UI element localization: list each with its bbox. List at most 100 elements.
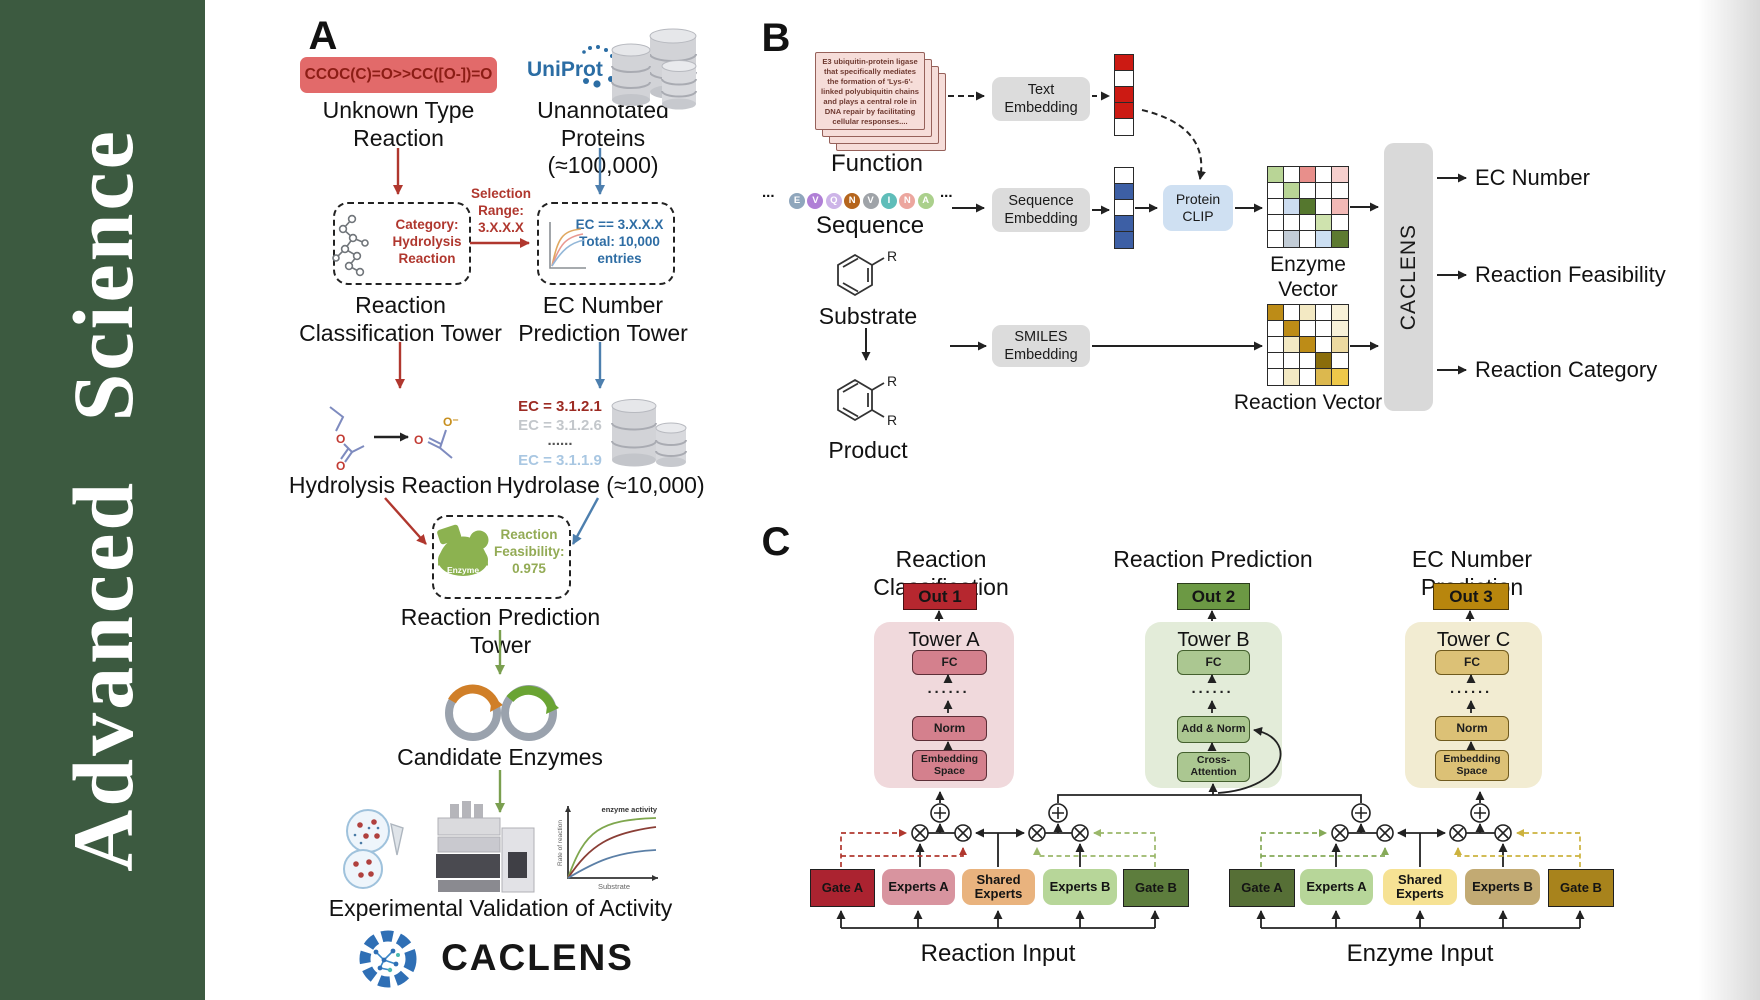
substrate-label: Substrate bbox=[818, 303, 918, 329]
product-label: Product bbox=[828, 437, 908, 463]
vector-cell bbox=[1114, 183, 1134, 201]
unknown-reaction-label: Unknown Type Reaction bbox=[322, 97, 475, 151]
gate-dashed-wires bbox=[840, 829, 1581, 867]
vector-cell bbox=[1331, 166, 1349, 184]
vector-cell bbox=[1114, 167, 1134, 185]
vector-cell bbox=[1283, 368, 1301, 386]
sequence-ellipsis-right: ... bbox=[940, 184, 953, 201]
vector-cell bbox=[1283, 352, 1301, 370]
tower-c-dots: ······ bbox=[1450, 684, 1492, 701]
vector-cell bbox=[1283, 230, 1301, 248]
ester-carbonyl-o-atom: O bbox=[336, 459, 345, 473]
caclens-module-bar: CACLENS bbox=[1384, 143, 1433, 411]
tower-b-label: Tower B bbox=[1177, 629, 1250, 651]
selection-range-label: Selection Range: 3.X.X.X bbox=[470, 186, 532, 235]
panel-b-label: B bbox=[761, 16, 791, 60]
tower-c-fc-block: FC bbox=[1435, 650, 1509, 675]
ec-filter-label: EC == 3.X.X.X Total: 10,000 entries bbox=[575, 217, 664, 266]
vector-cell bbox=[1299, 166, 1317, 184]
uniprot-logo: UniProt bbox=[527, 45, 619, 88]
tower-a-label: Tower A bbox=[908, 629, 980, 651]
vector-cell bbox=[1283, 214, 1301, 232]
vector-cell bbox=[1331, 336, 1349, 354]
enzyme-gate-b: Gate B bbox=[1548, 869, 1614, 907]
out2-box: Out 2 bbox=[1177, 583, 1250, 610]
activity-xlabel: Substrate bbox=[598, 882, 630, 891]
vector-cell bbox=[1331, 214, 1349, 232]
reaction-vector-matrix bbox=[1267, 304, 1349, 386]
residue-circle: N bbox=[844, 193, 861, 209]
ec-entry-3: EC = 3.1.1.9 bbox=[518, 452, 602, 469]
protein-clip-box: Protein CLIP bbox=[1163, 185, 1233, 231]
reaction-feasibility-box bbox=[432, 515, 571, 599]
reaction-gate-a: Gate A bbox=[810, 869, 875, 907]
tower-c-embedding-block: Embedding Space bbox=[1435, 750, 1509, 781]
vector-cell bbox=[1267, 368, 1285, 386]
vector-cell bbox=[1331, 352, 1349, 370]
activity-series-label: enzyme activity bbox=[602, 805, 658, 814]
vector-cell bbox=[1267, 182, 1285, 200]
caclens-wordmark: CACLENS bbox=[441, 937, 634, 978]
out1-box: Out 1 bbox=[903, 583, 977, 610]
enzyme-vector-label: Enzyme Vector bbox=[1270, 253, 1346, 302]
vector-cell bbox=[1267, 336, 1285, 354]
vector-cell bbox=[1315, 166, 1333, 184]
vector-cell bbox=[1114, 70, 1134, 88]
validation-label: Experimental Validation of Activity bbox=[328, 895, 673, 921]
activity-ylabel: Rate of reaction bbox=[557, 820, 564, 866]
product-node bbox=[1376, 824, 1394, 842]
product-r2-label: R bbox=[887, 412, 897, 428]
sum-product-nodes bbox=[911, 803, 1512, 842]
reaction-input-label: Reaction Input bbox=[920, 940, 1076, 967]
page-edge-shadow bbox=[1698, 0, 1760, 1000]
candidate-enzymes-label: Candidate Enzymes bbox=[397, 744, 603, 770]
hydrolase-label: Hydrolase (≈10,000) bbox=[496, 472, 705, 498]
ec-entry-2: EC = 3.1.2.6 bbox=[518, 417, 602, 434]
sum-node bbox=[1470, 803, 1490, 823]
function-card-front: E3 ubiquitin-protein ligase that specifi… bbox=[815, 52, 925, 130]
sum-node bbox=[1351, 803, 1371, 823]
vector-cell bbox=[1283, 336, 1301, 354]
product-node bbox=[1071, 824, 1089, 842]
vector-cell bbox=[1315, 198, 1333, 216]
vector-cell bbox=[1299, 198, 1317, 216]
vector-cell bbox=[1267, 320, 1285, 338]
residue-circle: Q bbox=[825, 193, 842, 209]
category-label: Category: Hydrolysis Reaction bbox=[392, 217, 462, 266]
vector-cell bbox=[1299, 182, 1317, 200]
vector-cell bbox=[1267, 304, 1285, 322]
residue-circle: N bbox=[899, 193, 916, 209]
function-label: Function bbox=[830, 150, 924, 177]
panel-c-label: C bbox=[761, 520, 791, 564]
vector-cell bbox=[1315, 304, 1333, 322]
petri-dish-icons bbox=[343, 809, 404, 889]
vector-cell bbox=[1315, 352, 1333, 370]
tower-a-dots: ······ bbox=[927, 684, 970, 701]
residue-circle: V bbox=[807, 193, 824, 209]
hydrolase-database-icon bbox=[611, 399, 687, 467]
vector-cell bbox=[1114, 86, 1134, 104]
smiles-embedding-box: SMILES Embedding bbox=[992, 325, 1090, 367]
sequence-ellipsis-left: ... bbox=[762, 184, 775, 201]
vector-cell bbox=[1299, 336, 1317, 354]
classification-tower-label: Reaction Classification Tower bbox=[299, 292, 502, 346]
tower-a-embedding-block: Embedding Space bbox=[912, 750, 987, 781]
sum-node bbox=[930, 803, 950, 823]
vector-cell bbox=[1315, 214, 1333, 232]
caclens-module-label: CACLENS bbox=[1396, 223, 1420, 331]
product-molecule bbox=[837, 378, 885, 422]
output-reaction-category: Reaction Category bbox=[1475, 357, 1658, 382]
task-title-reaction-classification: Reaction Classification bbox=[873, 546, 1009, 600]
vector-cell bbox=[1331, 304, 1349, 322]
ec-entry-ellipsis: ...... bbox=[547, 432, 573, 449]
vector-cell bbox=[1299, 230, 1317, 248]
residue-circle: V bbox=[862, 193, 879, 209]
vector-cell bbox=[1267, 198, 1285, 216]
enzyme-input-label: Enzyme Input bbox=[1346, 940, 1494, 967]
text-embedding-box: Text Embedding bbox=[992, 77, 1090, 121]
product-node bbox=[1449, 824, 1467, 842]
tower-b-dots: ······ bbox=[1191, 684, 1234, 701]
ec-number-box bbox=[537, 202, 675, 285]
vector-cell bbox=[1315, 320, 1333, 338]
